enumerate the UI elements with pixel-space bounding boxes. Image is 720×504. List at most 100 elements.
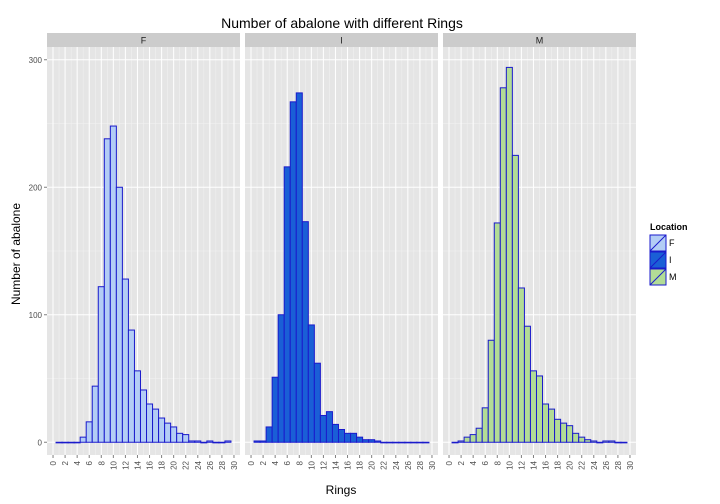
histogram-bar — [416, 441, 424, 444]
x-tick-label: 14 — [133, 460, 142, 469]
x-tick-label: 20 — [566, 460, 575, 469]
histogram-bar — [152, 408, 160, 443]
histogram-bar — [91, 385, 99, 443]
histogram-bar — [410, 441, 418, 444]
histogram-bar — [277, 314, 285, 443]
histogram-bar — [307, 324, 315, 443]
histogram-bar — [404, 441, 412, 444]
facet-strip — [47, 33, 240, 47]
histogram-bar — [289, 101, 297, 443]
x-tick-label: 4 — [469, 460, 478, 465]
histogram-bar — [55, 441, 63, 444]
x-tick-label: 30 — [428, 460, 437, 469]
y-axis-label: Number of abalone — [9, 203, 23, 305]
histogram-bar — [505, 66, 513, 443]
histogram-bar — [566, 425, 574, 443]
histogram-bar — [337, 429, 346, 443]
x-tick-label: 14 — [331, 460, 340, 469]
histogram-bar — [265, 426, 273, 443]
histogram-bar — [176, 432, 184, 443]
x-tick-label: 18 — [356, 460, 365, 469]
x-tick-label: 30 — [626, 460, 635, 469]
histogram-bar — [392, 441, 400, 444]
x-tick-label: 16 — [146, 460, 155, 469]
x-tick-label: 12 — [319, 460, 328, 469]
histogram-bar — [493, 222, 501, 443]
y-tick-label: 300 — [29, 56, 43, 65]
histogram-bar — [554, 418, 562, 443]
histogram-bar — [115, 186, 123, 443]
x-tick-label: 16 — [344, 460, 353, 469]
legend-swatch-slash — [649, 251, 667, 269]
facet-panel-I: I0 2 4 6 8 10 12 14 16 18 20 22 24 26 28 30 — [245, 33, 438, 470]
histogram-bar — [457, 440, 465, 443]
histogram-bar — [200, 441, 208, 444]
histogram-bar — [517, 287, 525, 443]
y-tick-label: 0 — [38, 438, 43, 447]
histogram-bar — [194, 440, 202, 443]
histogram-bar — [620, 441, 628, 444]
histogram-bar — [283, 166, 291, 443]
x-tick-label: 22 — [578, 460, 587, 469]
histogram-bar — [301, 221, 309, 443]
y-axis: 0 100 200 300 — [29, 56, 47, 447]
x-tick-label: 28 — [614, 460, 623, 469]
x-tick-label: 28 — [218, 460, 227, 469]
y-tick-label: 200 — [29, 183, 43, 192]
histogram-bar — [121, 278, 129, 443]
x-tick-label: 16 — [542, 460, 551, 469]
histogram-bar — [73, 441, 81, 444]
x-tick-label: 10 — [109, 460, 118, 469]
histogram-bar — [368, 439, 376, 443]
histogram-bar — [182, 434, 190, 443]
histogram-bar — [463, 436, 471, 443]
legend-key-M: M — [649, 268, 677, 286]
histogram-bar — [158, 417, 166, 443]
x-tick-label: 18 — [158, 460, 167, 469]
histogram-bar — [362, 439, 370, 443]
histogram-bar — [451, 441, 459, 444]
histogram-bar — [164, 422, 172, 443]
histogram-bar — [350, 432, 358, 443]
histogram-bar — [133, 370, 141, 443]
facet-strip-label: M — [536, 36, 544, 46]
histogram-bar — [206, 440, 214, 443]
histogram-bar — [295, 92, 303, 443]
histogram-bar — [499, 87, 507, 443]
histogram-bar — [344, 432, 352, 443]
histogram-bar — [422, 441, 430, 444]
x-tick-label: 30 — [230, 460, 239, 469]
histogram-bar — [331, 423, 339, 443]
x-tick-label: 8 — [493, 460, 502, 465]
legend-title: Location — [650, 222, 688, 232]
histogram-bar — [127, 329, 135, 443]
x-tick-label: 28 — [416, 460, 425, 469]
histogram-bar — [386, 441, 394, 444]
histogram-bar — [602, 440, 610, 443]
histogram-bar — [380, 441, 388, 444]
histogram-bar — [608, 440, 616, 443]
x-tick-label: 4 — [271, 460, 280, 465]
x-tick-label: 20 — [170, 460, 179, 469]
legend-swatch-slash — [649, 268, 667, 286]
x-tick-label: 0 — [49, 460, 58, 465]
histogram-bar — [319, 414, 327, 443]
chart-title: Number of abalone with different Rings — [221, 15, 463, 31]
x-tick-label: 6 — [481, 460, 490, 465]
histogram-bar — [572, 432, 580, 443]
histogram-bar — [469, 434, 477, 443]
x-tick-label: 14 — [529, 460, 538, 469]
histogram-bar — [614, 441, 622, 444]
histogram-bar — [170, 426, 178, 443]
histogram-bar — [224, 440, 232, 443]
histogram-bar — [374, 440, 382, 443]
histogram-bar — [146, 403, 154, 443]
legend-label: M — [669, 272, 677, 282]
x-tick-label: 18 — [554, 460, 563, 469]
histogram-bar — [529, 370, 537, 443]
x-tick-label: 26 — [206, 460, 215, 469]
x-tick-label: 4 — [73, 460, 82, 465]
x-tick-label: 8 — [295, 460, 304, 465]
